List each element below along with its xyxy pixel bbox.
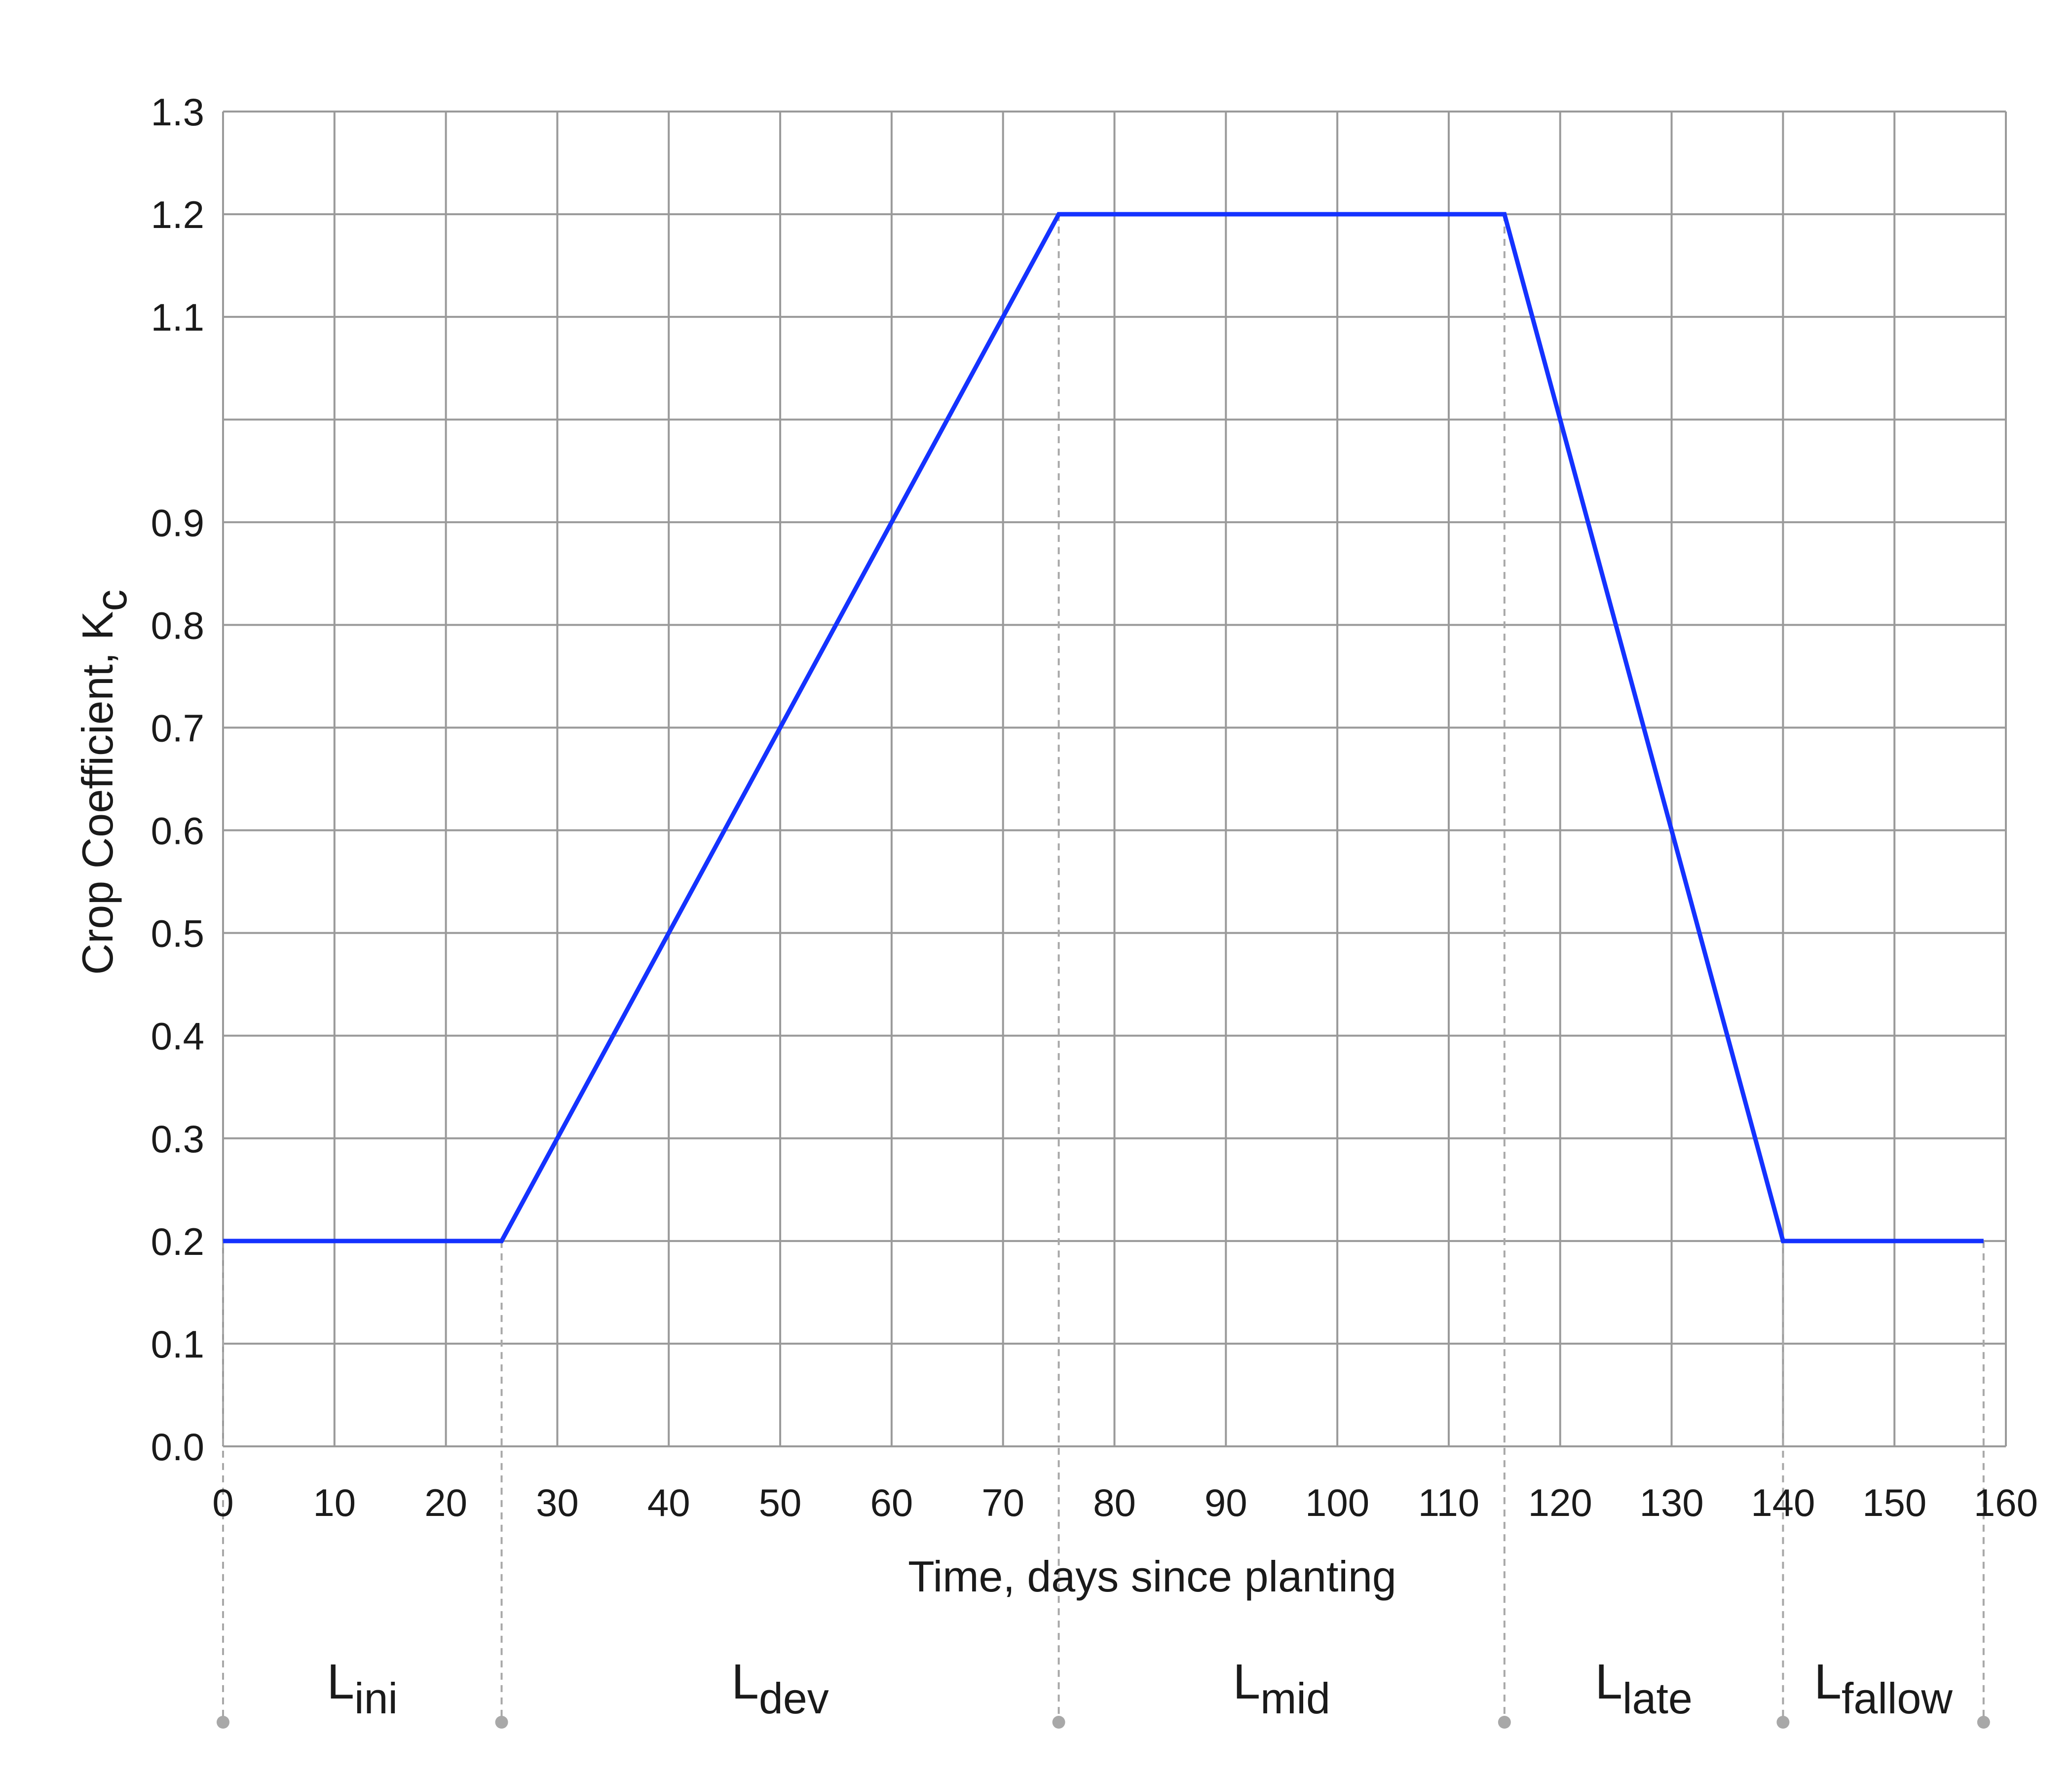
- y-tick-label: 0.8: [151, 604, 204, 647]
- y-axis-label-subscript: c: [87, 590, 136, 611]
- stage-boundary-marker: [1776, 1716, 1790, 1729]
- y-tick-label: 0.5: [151, 912, 204, 955]
- x-tick-label: 20: [424, 1481, 467, 1524]
- stage-boundary-marker: [1977, 1716, 1990, 1729]
- y-tick-label: 0.1: [151, 1323, 204, 1366]
- stage-label-dev: Ldev: [731, 1654, 829, 1723]
- series: [223, 212, 1984, 1244]
- y-axis-label-text: Crop Coefficient, K: [73, 611, 122, 975]
- x-tick-label: 140: [1751, 1481, 1815, 1524]
- y-tick-label: 0.9: [151, 501, 204, 544]
- x-tick-label: 60: [870, 1481, 913, 1524]
- x-tick-label: 70: [981, 1481, 1024, 1524]
- x-tick-label: 80: [1093, 1481, 1136, 1524]
- stage-labels: Lini Ldev Lmid Llate Lfallow: [327, 1654, 1953, 1723]
- x-tick-label: 130: [1639, 1481, 1703, 1524]
- y-tick-label: 0.6: [151, 809, 204, 853]
- stage-label-late: Llate: [1595, 1654, 1693, 1723]
- y-axis-label: Crop Coefficient, Kc: [73, 590, 136, 975]
- x-tick-label: 100: [1305, 1481, 1369, 1524]
- y-tick-label: 0.0: [151, 1425, 204, 1469]
- x-tick-label: 90: [1205, 1481, 1247, 1524]
- y-tick-label: 0.3: [151, 1117, 204, 1161]
- x-tick-label: 110: [1418, 1481, 1479, 1524]
- stage-label-mid: Lmid: [1233, 1654, 1330, 1723]
- grid: [222, 111, 2007, 1447]
- x-tick-label: 50: [759, 1481, 802, 1524]
- stage-markers: [217, 1716, 1990, 1729]
- x-axis-label: Time, days since planting: [908, 1552, 1396, 1601]
- y-tick-label: 0.2: [151, 1220, 204, 1263]
- y-tick-label: 1.1: [151, 296, 204, 339]
- svg-text:Crop Coefficient, Kc: Crop Coefficient, Kc: [73, 590, 136, 975]
- y-tick-label: 0.4: [151, 1015, 204, 1058]
- x-tick-label: 30: [536, 1481, 579, 1524]
- y-tick-label: 1.2: [151, 193, 204, 236]
- y-tick-label: 0.7: [151, 706, 204, 750]
- kc-curve-line: [223, 212, 1984, 1244]
- stage-boundary-marker: [217, 1716, 229, 1729]
- x-tick-label: 40: [647, 1481, 690, 1524]
- stage-boundary-marker: [495, 1716, 508, 1729]
- x-tick-label: 150: [1862, 1481, 1926, 1524]
- stage-boundary-marker: [1052, 1716, 1065, 1729]
- x-tick-label: 160: [1974, 1481, 2038, 1524]
- stage-guides: [222, 214, 1985, 1722]
- x-tick-label: 0: [212, 1481, 233, 1524]
- stage-label-ini: Lini: [327, 1654, 398, 1723]
- stage-label-fallow: Lfallow: [1814, 1654, 1953, 1723]
- stage-boundary-marker: [1498, 1716, 1511, 1729]
- y-tick-label: 1.3: [151, 90, 204, 134]
- x-tick-label: 10: [313, 1481, 356, 1524]
- x-tick-label: 120: [1528, 1481, 1592, 1524]
- tick-labels: 0 10 20 30 40 50 60 70 80 90 100 110 120 130 140 150 160…: [151, 90, 2038, 1524]
